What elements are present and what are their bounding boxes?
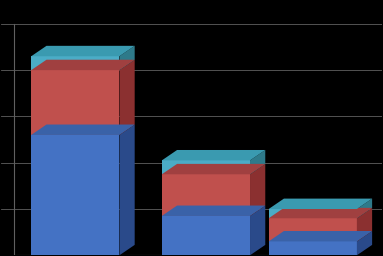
Polygon shape — [31, 60, 135, 70]
Polygon shape — [119, 46, 135, 70]
Polygon shape — [357, 231, 372, 255]
Polygon shape — [250, 206, 265, 255]
Bar — [31, 135, 119, 255]
Bar — [162, 174, 250, 216]
Polygon shape — [268, 208, 372, 218]
Bar — [162, 216, 250, 255]
Polygon shape — [268, 199, 372, 209]
Polygon shape — [31, 46, 135, 56]
Bar — [31, 70, 119, 135]
Bar — [268, 218, 357, 241]
Polygon shape — [31, 124, 135, 135]
Bar — [268, 209, 357, 218]
Polygon shape — [250, 164, 265, 216]
Bar — [268, 241, 357, 255]
Polygon shape — [162, 206, 265, 216]
Polygon shape — [119, 60, 135, 135]
Polygon shape — [268, 231, 372, 241]
Polygon shape — [357, 208, 372, 241]
Bar — [31, 56, 119, 70]
Bar — [162, 161, 250, 174]
Polygon shape — [119, 124, 135, 255]
Polygon shape — [162, 150, 265, 161]
Polygon shape — [162, 164, 265, 174]
Polygon shape — [357, 199, 372, 218]
Polygon shape — [250, 150, 265, 174]
